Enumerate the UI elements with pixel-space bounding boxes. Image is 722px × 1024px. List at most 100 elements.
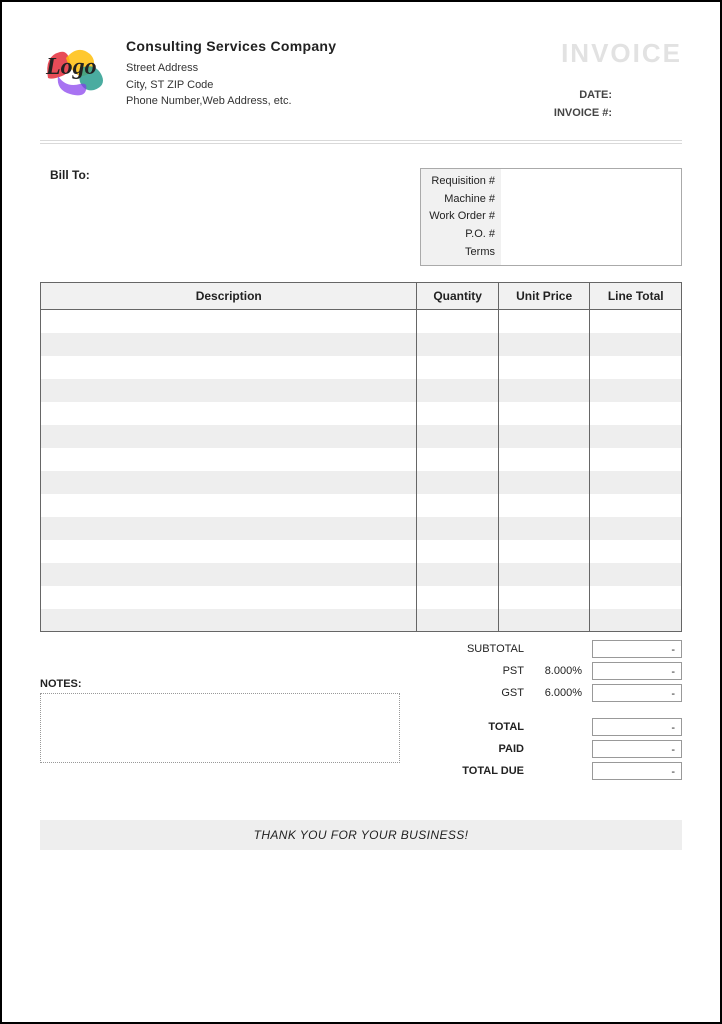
table-row xyxy=(41,425,682,448)
table-row xyxy=(41,609,682,632)
table-cell xyxy=(417,540,498,563)
subtotal-value: - xyxy=(592,640,682,658)
table-cell xyxy=(498,609,590,632)
paid-label: PAID xyxy=(402,743,532,755)
total-value: - xyxy=(592,718,682,736)
invoice-number-label: INVOICE #: xyxy=(554,105,682,123)
total-due-label: TOTAL DUE xyxy=(402,765,532,777)
table-cell xyxy=(41,379,417,402)
svg-text:Logo: Logo xyxy=(45,54,97,80)
table-cell xyxy=(417,333,498,356)
table-cell xyxy=(41,425,417,448)
gst-row: GST 6.000% - xyxy=(402,682,682,704)
company-block: Consulting Services Company Street Addre… xyxy=(126,38,542,110)
table-cell xyxy=(417,563,498,586)
work-order-label: Work Order # xyxy=(427,208,495,226)
table-cell xyxy=(498,563,590,586)
table-row xyxy=(41,310,682,333)
table-cell xyxy=(590,586,682,609)
table-cell xyxy=(590,609,682,632)
bill-to-label: Bill To: xyxy=(40,168,390,182)
pst-row: PST 8.000% - xyxy=(402,660,682,682)
col-quantity: Quantity xyxy=(417,283,498,310)
notes-block: NOTES: xyxy=(40,678,400,782)
col-unit-price: Unit Price xyxy=(498,283,590,310)
table-cell xyxy=(590,356,682,379)
total-due-row: TOTAL DUE - xyxy=(402,760,682,782)
po-label: P.O. # xyxy=(427,226,495,244)
table-cell xyxy=(498,471,590,494)
notes-label: NOTES: xyxy=(40,678,400,690)
items-body xyxy=(41,310,682,632)
table-cell xyxy=(41,563,417,586)
table-cell xyxy=(417,310,498,333)
table-cell xyxy=(498,540,590,563)
table-cell xyxy=(41,586,417,609)
totals-block: SUBTOTAL - PST 8.000% - GST 6.000% - TOT… xyxy=(402,638,682,782)
requisition-label: Requisition # xyxy=(427,173,495,191)
items-table: Description Quantity Unit Price Line Tot… xyxy=(40,282,682,632)
table-row xyxy=(41,402,682,425)
table-cell xyxy=(41,310,417,333)
terms-label: Terms xyxy=(427,244,495,262)
table-row xyxy=(41,333,682,356)
total-due-value: - xyxy=(592,762,682,780)
items-header-row: Description Quantity Unit Price Line Tot… xyxy=(41,283,682,310)
table-cell xyxy=(498,379,590,402)
table-cell xyxy=(41,402,417,425)
total-label: TOTAL xyxy=(402,721,532,733)
header-divider xyxy=(40,140,682,144)
table-cell xyxy=(417,425,498,448)
table-cell xyxy=(590,448,682,471)
col-description: Description xyxy=(41,283,417,310)
gst-label: GST xyxy=(402,687,532,699)
header: Logo Consulting Services Company Street … xyxy=(40,38,682,122)
invoice-page: Logo Consulting Services Company Street … xyxy=(0,0,722,1024)
table-cell xyxy=(417,517,498,540)
table-row xyxy=(41,517,682,540)
subtotal-row: SUBTOTAL - xyxy=(402,638,682,660)
table-cell xyxy=(417,448,498,471)
pst-label: PST xyxy=(402,665,532,677)
order-meta-box: Requisition # Machine # Work Order # P.O… xyxy=(420,168,682,266)
order-meta-values xyxy=(501,169,681,265)
table-row xyxy=(41,586,682,609)
table-cell xyxy=(41,540,417,563)
table-cell xyxy=(41,333,417,356)
table-cell xyxy=(498,333,590,356)
table-row xyxy=(41,563,682,586)
table-row xyxy=(41,494,682,517)
table-cell xyxy=(498,402,590,425)
machine-label: Machine # xyxy=(427,191,495,209)
paid-row: PAID - xyxy=(402,738,682,760)
table-cell xyxy=(498,517,590,540)
bill-to-block: Bill To: xyxy=(40,168,390,182)
table-cell xyxy=(417,586,498,609)
table-cell xyxy=(417,494,498,517)
invoice-title: INVOICE xyxy=(554,38,682,69)
table-cell xyxy=(417,356,498,379)
table-cell xyxy=(498,356,590,379)
table-cell xyxy=(590,425,682,448)
gst-percent: 6.000% xyxy=(532,687,592,699)
table-cell xyxy=(41,356,417,379)
gst-value: - xyxy=(592,684,682,702)
date-label: DATE: xyxy=(554,87,682,105)
table-cell xyxy=(590,402,682,425)
table-cell xyxy=(41,609,417,632)
table-cell xyxy=(41,517,417,540)
paid-value: - xyxy=(592,740,682,758)
pst-value: - xyxy=(592,662,682,680)
table-cell xyxy=(498,494,590,517)
table-cell xyxy=(590,310,682,333)
notes-box xyxy=(40,693,400,763)
company-name: Consulting Services Company xyxy=(126,38,542,54)
pst-percent: 8.000% xyxy=(532,665,592,677)
table-cell xyxy=(498,448,590,471)
table-cell xyxy=(417,609,498,632)
table-row xyxy=(41,540,682,563)
table-cell xyxy=(41,471,417,494)
logo-icon: Logo xyxy=(40,38,114,98)
company-address-1: Street Address xyxy=(126,60,542,77)
table-cell xyxy=(590,494,682,517)
